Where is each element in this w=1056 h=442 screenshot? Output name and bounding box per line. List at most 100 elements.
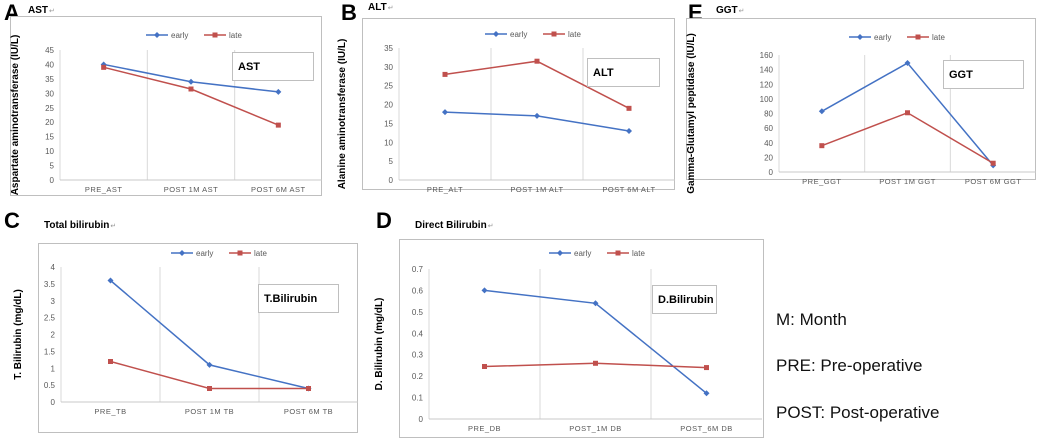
y-tick-label: 35 [45, 75, 54, 84]
legend-label-late: late [568, 30, 581, 39]
chart-box-label-frame [943, 60, 1024, 89]
legend-label-early: early [874, 33, 891, 42]
panel-title-a-text: AST [28, 5, 48, 16]
y-tick-label: 100 [760, 95, 774, 104]
data-point-early [188, 78, 194, 85]
note-pre: PRE: Pre-operative [776, 356, 923, 375]
panel-letter-c: C [4, 208, 20, 233]
data-point-early [592, 300, 599, 307]
chart-box-label-frame [587, 58, 660, 87]
legend-marker-late [212, 32, 218, 38]
y-tick-label: 10 [45, 147, 54, 156]
data-point-late [207, 386, 212, 391]
y-tick-label: 1.5 [44, 347, 56, 356]
data-point-early [481, 287, 488, 294]
legend-marker-late [551, 31, 557, 37]
note-month: M: Month [776, 310, 847, 329]
chart-frame [38, 243, 358, 433]
y-tick-label: 30 [384, 63, 393, 72]
data-point-late [188, 86, 194, 92]
legend-label-late: late [632, 249, 645, 258]
y-tick-label: 20 [764, 153, 773, 162]
panel-title-d-text: Direct Bilirubin [415, 220, 487, 231]
legend-label-early: early [510, 30, 527, 39]
panel-title-e: GGT↵ [716, 5, 745, 16]
x-tick-label: POST 1M GGT [879, 177, 936, 186]
y-tick-label: 15 [384, 119, 393, 128]
panel-title-d-mark: ↵ [487, 223, 494, 230]
x-tick-label: POST 6M ALT [602, 185, 655, 194]
data-point-late [905, 110, 910, 116]
x-tick-label: POST 1M TB [185, 407, 234, 416]
x-tick-label: POST_1M DB [569, 424, 622, 433]
panel-title-a: AST↵ [28, 5, 55, 16]
x-tick-label: PRE_AST [85, 185, 123, 194]
y-axis-label: Gamma-Glutamyl peptidase (IU/L) [686, 33, 697, 194]
y-axis-label: Aspartate aminotransferase (IU/L) [10, 35, 21, 196]
data-point-late [101, 64, 107, 70]
y-tick-label: 40 [45, 60, 54, 69]
y-tick-label: 45 [45, 46, 54, 55]
y-tick-label: 4 [51, 263, 56, 272]
data-point-early [818, 108, 825, 115]
legend-label-late: late [254, 249, 267, 258]
legend-marker-early [557, 250, 563, 256]
chart-alt: 0 5 10 15 20 25 30 35 PRE_ALT POST 1M ALT POST 6M … [337, 18, 675, 194]
legend-label-early: early [574, 249, 591, 258]
chart-box-label: D.Bilirubin [658, 294, 714, 306]
chart-frame [362, 18, 675, 190]
data-point-late [819, 143, 825, 149]
chart-ast: 0 5 10 15 20 25 30 35 40 45 PRE_AST POST 1M AST POST… [10, 16, 322, 196]
y-tick-label: 40 [764, 139, 773, 148]
y-tick-label: 0 [51, 398, 56, 407]
chart-total-bilirubin: 0 0.5 1 1.5 2 2.5 3 3.5 4 PRE_TB POST 1M TB POST 6M… [13, 243, 358, 433]
y-tick-label: 10 [384, 138, 393, 147]
y-tick-label: 0.4 [412, 329, 424, 338]
y-tick-label: 2.5 [44, 314, 56, 323]
x-tick-label: PRE_GGT [802, 177, 841, 186]
y-tick-label: 25 [384, 82, 393, 91]
x-tick-label: PRE_DB [468, 424, 501, 433]
x-tick-label: PRE_ALT [427, 185, 463, 194]
panel-title-c-mark: ↵ [110, 223, 117, 230]
y-tick-label: 0 [389, 176, 394, 185]
data-point-early [626, 127, 632, 134]
y-tick-label: 5 [50, 162, 55, 171]
data-point-late [275, 122, 281, 128]
chart-box-label: AST [238, 61, 260, 73]
y-tick-label: 25 [45, 104, 54, 113]
data-point-early [534, 112, 540, 119]
y-tick-label: 80 [764, 110, 773, 119]
y-tick-label: 140 [760, 66, 774, 75]
legend-label-early: early [171, 31, 188, 40]
legend-marker-late [615, 250, 621, 256]
x-tick-label: POST_6M DB [680, 424, 733, 433]
legend-marker-late [915, 34, 921, 40]
chart-box-label: T.Bilirubin [264, 293, 317, 305]
chart-ggt: 0 20 40 60 80 100 120 140 160 PRE_GGT POST 1M GGT P… [686, 18, 1036, 194]
data-point-late [482, 364, 487, 369]
panel-title-b-mark: ↵ [387, 5, 394, 12]
panel-title-c-text: Total bilirubin [44, 220, 110, 231]
y-tick-label: 0 [769, 168, 774, 177]
note-post: POST: Post-operative [776, 403, 940, 422]
y-tick-label: 0 [50, 176, 55, 185]
y-axis-label: Alanine aminotransferase (IU/L) [337, 39, 348, 190]
legend-label-late: late [932, 33, 945, 42]
legend-marker-early [857, 34, 863, 40]
chart-frame [399, 239, 764, 438]
chart-frame [10, 16, 322, 196]
y-tick-label: 1 [51, 364, 56, 373]
y-tick-label: 0.6 [412, 286, 424, 295]
y-tick-label: 3.5 [44, 280, 56, 289]
panel-letter-d: D [376, 208, 392, 233]
y-tick-label: 3 [51, 297, 56, 306]
data-point-early [275, 88, 282, 95]
chart-frame [686, 18, 1036, 180]
data-point-late [306, 386, 311, 391]
data-point-early [703, 390, 710, 397]
panel-title-c: Total bilirubin↵ [44, 220, 116, 231]
y-tick-label: 0 [419, 415, 424, 424]
x-tick-label: POST 6M GGT [965, 177, 1022, 186]
y-tick-label: 5 [389, 157, 394, 166]
